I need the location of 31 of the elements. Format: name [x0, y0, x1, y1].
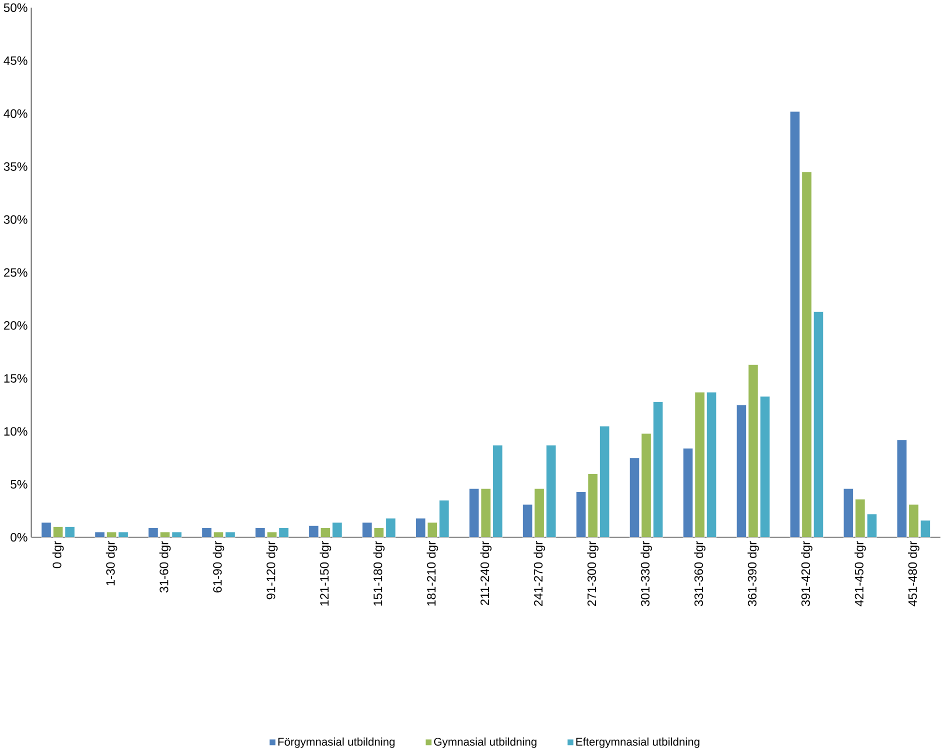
x-tick-label: 361-390 dgr	[748, 541, 759, 606]
y-tick-label: 20%	[4, 321, 28, 330]
x-tick-label: 241-270 dgr	[534, 541, 546, 606]
x-tick-label: 421-450 dgr	[854, 541, 866, 606]
legend-label: Eftergymnasial utbildning	[576, 737, 700, 748]
y-tick-label: 15%	[4, 374, 28, 383]
x-tick-label: 301-330 dgr	[640, 541, 652, 606]
x-tick-label: 451-480 dgr	[908, 541, 920, 606]
y-tick-label: 50%	[4, 3, 28, 12]
x-tick-label: 211-240 dgr	[480, 541, 492, 605]
y-tick-label: 10%	[4, 426, 28, 436]
y-tick-label: 25%	[4, 268, 28, 277]
x-tick-label: 121-150 dgr	[320, 541, 332, 606]
x-tick-label: 91-120 dgr	[266, 541, 278, 600]
legend-label: Gymnasial utbildning	[434, 737, 536, 748]
x-tick-label: 391-420 dgr	[801, 541, 812, 606]
y-tick-label: 45%	[4, 56, 28, 65]
x-tick-label: 0 dgr	[52, 541, 64, 568]
y-tick-label: 5%	[10, 480, 28, 489]
y-tick-label: 0%	[10, 532, 28, 542]
legend-label: Förgymnasial utbildning	[278, 737, 395, 748]
x-tick-label: 331-360 dgr	[694, 541, 706, 606]
x-tick-label: 271-300 dgr	[587, 541, 598, 606]
y-tick-label: 40%	[4, 109, 28, 118]
x-tick-label: 61-90 dgr	[212, 541, 224, 592]
x-tick-label: 181-210 dgr	[426, 541, 438, 606]
y-tick-label: 35%	[4, 162, 28, 171]
x-tick-label: 151-180 dgr	[373, 541, 385, 606]
y-tick-label: 30%	[4, 215, 28, 224]
x-tick-label: 31-60 dgr	[159, 541, 171, 592]
x-tick-label: 1-30 dgr	[106, 541, 118, 586]
